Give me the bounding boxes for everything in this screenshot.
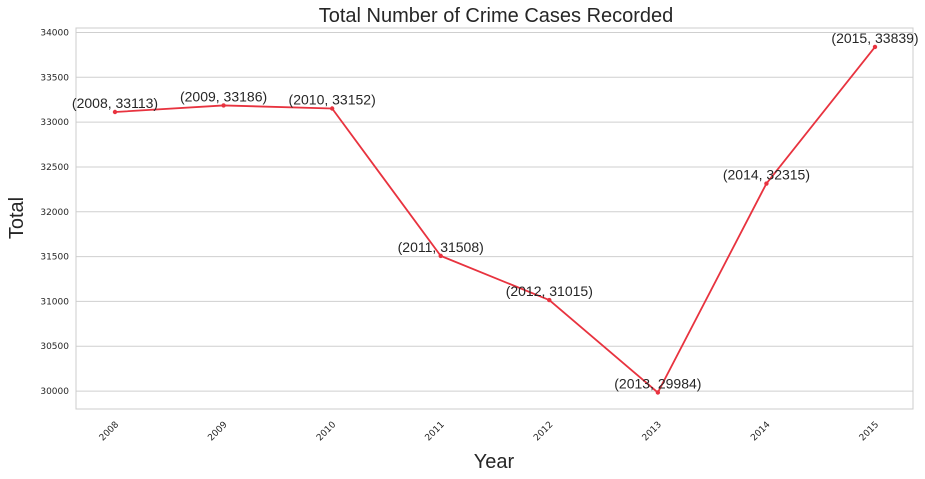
y-tick-label: 30500 (40, 342, 69, 352)
series-line (114, 46, 876, 394)
data-point (764, 181, 769, 186)
data-label: (2011, 31508) (398, 239, 484, 255)
y-axis-ticks: 30000 30500 31000 31500 32000 32500 33000 33500… (40, 28, 69, 397)
data-label: (2008, 33113) (72, 95, 158, 111)
y-axis-label: Total (6, 197, 28, 239)
y-tick-label: 32000 (40, 208, 69, 218)
grid (76, 31, 913, 392)
y-tick-label: 32500 (40, 163, 69, 173)
y-tick-label: 33500 (40, 73, 69, 83)
data-label: (2013, 29984) (614, 376, 701, 392)
data-point (438, 253, 443, 259)
x-tick-label: 2014 (749, 420, 772, 443)
y-tick-label: 34000 (40, 28, 69, 38)
x-axis-label: Year (474, 451, 515, 473)
data-label: (2014, 32315) (723, 167, 810, 183)
x-tick-label: 2009 (206, 420, 229, 443)
data-point (547, 297, 552, 303)
series (112, 44, 878, 395)
x-tick-label: 2012 (532, 420, 555, 443)
data-label: (2012, 31015) (506, 283, 593, 299)
y-tick-label: 31000 (40, 297, 69, 307)
x-tick-label: 2008 (98, 420, 121, 443)
data-label: (2010, 33152) (289, 92, 376, 108)
data-point (872, 44, 878, 50)
chart-title: Total Number of Crime Cases Recorded (319, 5, 674, 27)
x-tick-label: 2015 (858, 420, 881, 443)
y-tick-label: 31500 (40, 253, 69, 263)
x-axis-ticks: 2008 2009 2010 2011 2012 2013 2014 2015 (98, 420, 881, 443)
x-tick-label: 2013 (641, 420, 664, 443)
x-tick-label: 2010 (315, 420, 338, 443)
x-tick-label: 2011 (424, 420, 447, 443)
data-labels: (2008, 33113) (2009, 33186) (2010, 33152) (… (72, 30, 919, 392)
y-tick-label: 33000 (40, 118, 69, 128)
data-point (655, 390, 661, 395)
y-tick-label: 30000 (40, 387, 69, 397)
data-point (329, 106, 335, 111)
data-point (221, 103, 226, 108)
data-point (112, 109, 118, 115)
data-label: (2009, 33186) (180, 88, 267, 104)
data-label: (2015, 33839) (831, 30, 918, 46)
plot-frame (75, 27, 914, 410)
